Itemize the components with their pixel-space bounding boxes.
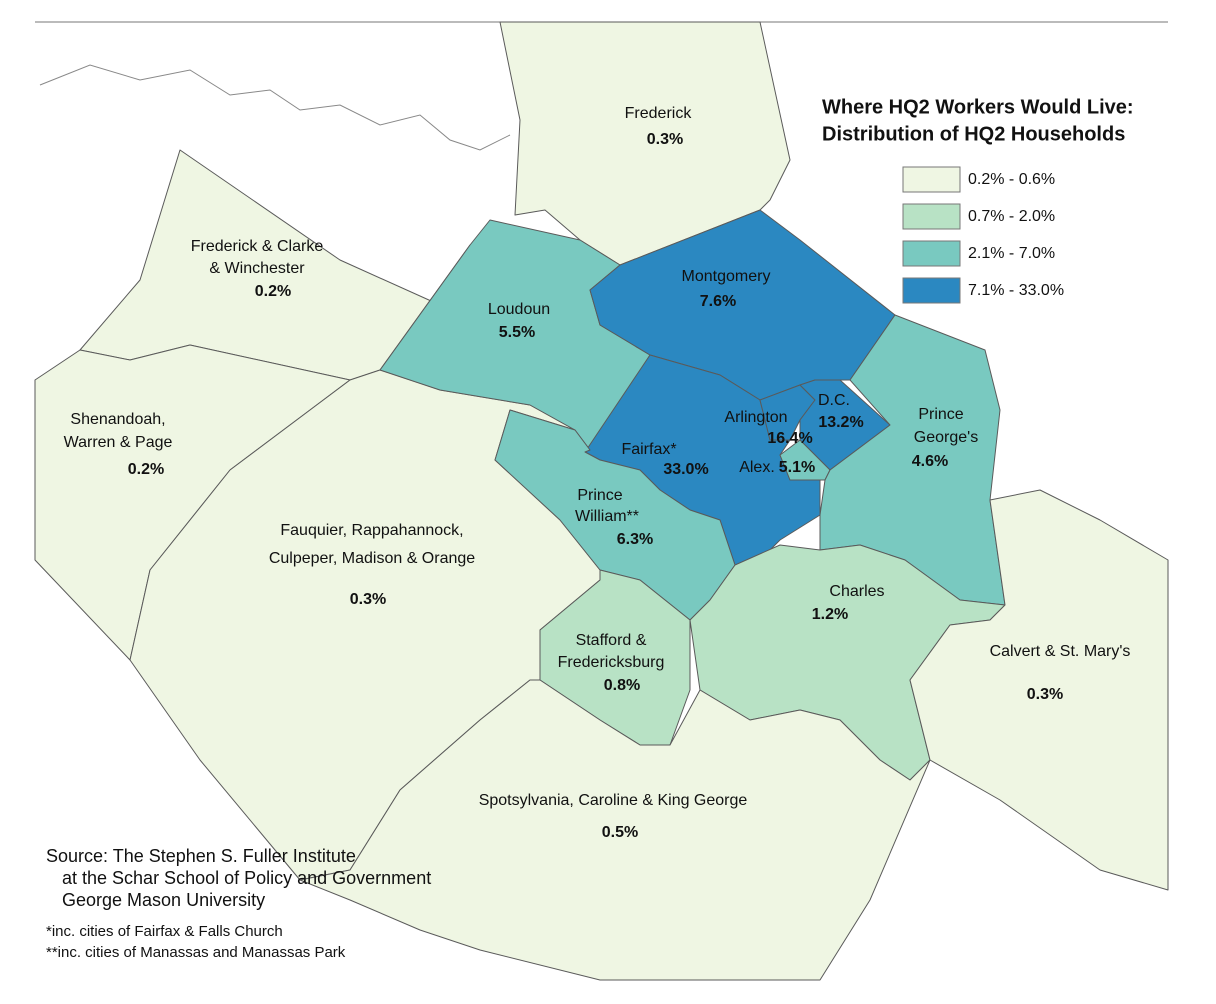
footnote: **inc. cities of Manassas and Manassas P… (46, 944, 346, 961)
footnote: *inc. cities of Fairfax & Falls Church (46, 923, 283, 940)
legend-swatch (902, 166, 961, 193)
legend-title: Distribution of HQ2 Households (822, 123, 1125, 145)
region-name: & Winchester (209, 260, 305, 277)
region-name: Arlington (724, 409, 787, 426)
source-line: at the Schar School of Policy and Govern… (62, 868, 431, 888)
river (39, 64, 511, 151)
legend-label: 7.1% - 33.0% (968, 282, 1064, 299)
region-value: 1.2% (812, 606, 848, 623)
legend-swatch (902, 277, 961, 304)
legend-label: 0.2% - 0.6% (968, 171, 1055, 188)
regions (34, 21, 1169, 981)
region-value: 4.6% (912, 453, 948, 470)
region-name: Fauquier, Rappahannock, (280, 522, 463, 539)
legend: Where HQ2 Workers Would Live: Distributio… (822, 96, 1134, 304)
region-value: 0.3% (350, 591, 386, 608)
region-name: Stafford & (576, 632, 647, 649)
legend-title: Where HQ2 Workers Would Live: (822, 96, 1134, 118)
region-name: D.C. (818, 392, 850, 409)
region-name: Warren & Page (64, 434, 173, 451)
region-name: Charles (829, 583, 884, 600)
region-name: Shenandoah, (70, 411, 165, 428)
region-name: Alex. (739, 459, 775, 476)
region-value: 7.6% (700, 293, 736, 310)
region-value: 5.1% (779, 459, 815, 476)
region-name: Prince (577, 487, 622, 504)
region-name: Fairfax* (621, 441, 676, 458)
legend-label: 0.7% - 2.0% (968, 208, 1055, 225)
region-value: 5.5% (499, 324, 535, 341)
region-value: 0.3% (647, 131, 683, 148)
region-labels: Frederick 0.3% Frederick & Clarke & Winches… (64, 105, 1131, 841)
region-name: Fredericksburg (558, 654, 665, 671)
region-value: 6.3% (617, 531, 653, 548)
region-name: Frederick & Clarke (191, 238, 324, 255)
region-value: 0.2% (128, 461, 164, 478)
region-value: 0.3% (1027, 686, 1063, 703)
region-value: 0.8% (604, 677, 640, 694)
region-name: Loudoun (488, 301, 550, 318)
legend-swatch (902, 240, 961, 267)
region (494, 409, 736, 621)
region-name: Montgomery (682, 268, 771, 285)
region-name: George's (914, 429, 978, 446)
legend-label: 2.1% - 7.0% (968, 245, 1055, 262)
source-line: George Mason University (62, 890, 265, 910)
region-name: Culpeper, Madison & Orange (269, 550, 475, 567)
source-line: Source: The Stephen S. Fuller Institute (46, 846, 356, 866)
region-name: Spotsylvania, Caroline & King George (479, 792, 748, 809)
region (299, 679, 931, 981)
region-name: Frederick (625, 105, 693, 122)
region (909, 489, 1169, 891)
region-name: Prince (918, 406, 963, 423)
region-value: 16.4% (767, 430, 812, 447)
legend-swatch (902, 203, 961, 230)
source-notes: Source: The Stephen S. Fuller Institutea… (46, 846, 431, 961)
region-value: 0.2% (255, 283, 291, 300)
region-value: 13.2% (818, 414, 863, 431)
region-value: 33.0% (663, 461, 708, 478)
region-value: 0.5% (602, 824, 638, 841)
region-name: William** (575, 508, 639, 525)
region-name: Calvert & St. Mary's (990, 643, 1131, 660)
